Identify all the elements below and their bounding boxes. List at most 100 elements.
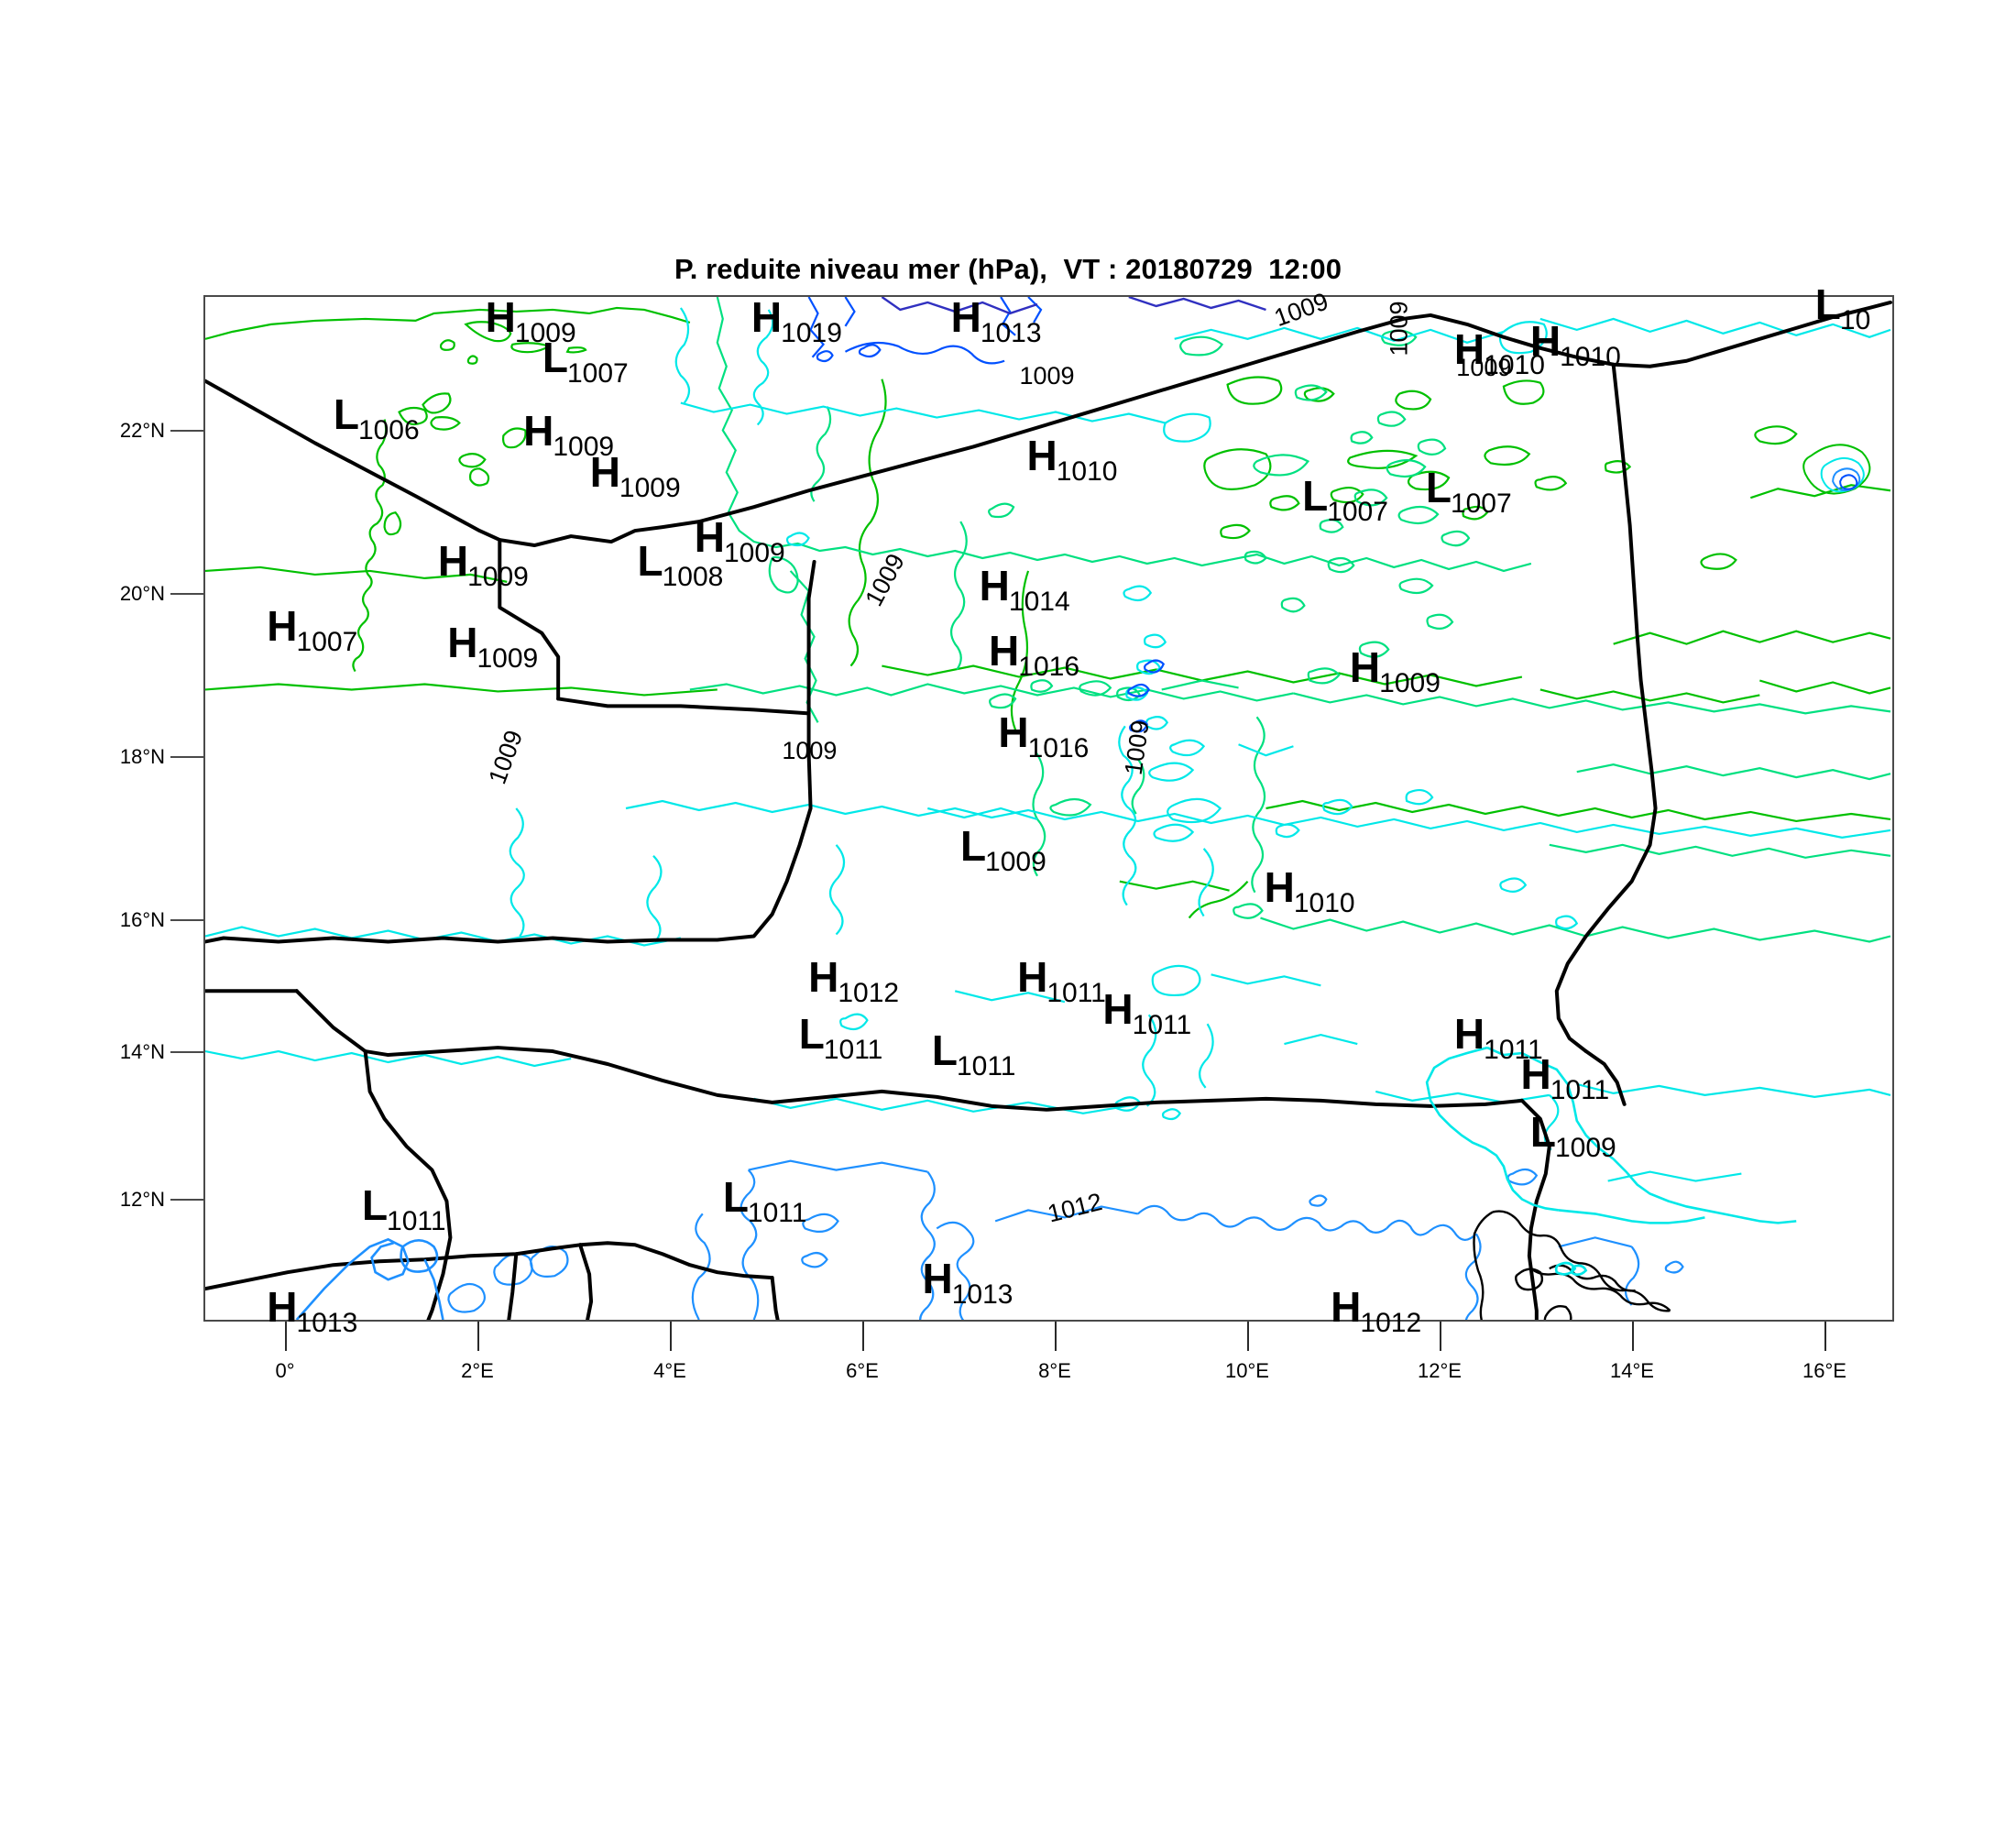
map-contours-and-borders bbox=[205, 297, 1892, 1320]
pressure-centre-value: 1007 bbox=[566, 358, 629, 390]
pressure-centre-h-1010-8: H1010 bbox=[1454, 328, 1546, 379]
pressure-centre-h-1007-17: H1007 bbox=[267, 602, 358, 656]
pressure-centre-type: H bbox=[1017, 952, 1048, 1001]
xtick-line-4E bbox=[670, 1322, 672, 1351]
pressure-centre-value: 1009 bbox=[1379, 667, 1441, 698]
pressure-centre-value: 1014 bbox=[1008, 587, 1070, 617]
xtick-line-10E bbox=[1247, 1322, 1249, 1351]
pressure-centre-h-1016-20: H1016 bbox=[998, 711, 1090, 763]
ytick-label-14N: 14°N bbox=[119, 1040, 165, 1063]
pressure-centre-h-1009-13: H1009 bbox=[695, 516, 786, 567]
country-borders bbox=[205, 300, 1892, 1320]
pressure-centre-type: H bbox=[1026, 431, 1057, 479]
pressure-centre-h-1013-3: H1013 bbox=[950, 292, 1043, 347]
xtick-label-16E: 16°E bbox=[1802, 1359, 1846, 1382]
pressure-centre-type: L bbox=[1814, 280, 1841, 329]
pressure-centre-l-1011-32: L1011 bbox=[362, 1184, 447, 1235]
pressure-centre-value: 1009 bbox=[467, 562, 529, 593]
xtick-line-12E bbox=[1440, 1322, 1441, 1351]
low-centre-rings-green bbox=[1802, 444, 1871, 495]
contour-1013-group bbox=[807, 297, 1166, 733]
pressure-centre-value: 1011 bbox=[1046, 977, 1106, 1008]
pressure-centre-h-1013-35: H1013 bbox=[267, 1282, 358, 1337]
xtick-line-16E bbox=[1824, 1322, 1826, 1351]
xtick-line-14E bbox=[1632, 1322, 1634, 1351]
pressure-centre-value: 1007 bbox=[296, 627, 358, 658]
pressure-centre-l-1008-14: L1008 bbox=[637, 537, 725, 591]
xtick-label-8E: 8°E bbox=[1038, 1359, 1071, 1382]
pressure-centre-value: 1016 bbox=[1027, 733, 1090, 763]
pressure-centre-l-1006-4: L1006 bbox=[334, 393, 421, 445]
pressure-centre-type: L bbox=[1529, 1107, 1556, 1156]
pressure-centre-l-1007-11: L1007 bbox=[1302, 472, 1389, 526]
pressure-centre-value: 1013 bbox=[296, 1307, 358, 1338]
map-plot-area[interactable] bbox=[203, 295, 1894, 1322]
pressure-centre-value: 1010 bbox=[1056, 456, 1118, 487]
pressure-centre-type: H bbox=[267, 1282, 298, 1331]
contour-1012-group bbox=[447, 1159, 1684, 1320]
pressure-centre-value: 1012 bbox=[838, 977, 900, 1008]
niger-river bbox=[295, 1237, 444, 1320]
pressure-centre-value: 1008 bbox=[662, 562, 724, 593]
pressure-centre-h-1013-34: H1013 bbox=[922, 1254, 1013, 1309]
pressure-centre-value: 1011 bbox=[1484, 1034, 1543, 1065]
pressure-centre-type: L bbox=[722, 1172, 749, 1221]
low-centre-rings-deepblue bbox=[1839, 474, 1858, 490]
xtick-line-6E bbox=[862, 1322, 864, 1351]
pressure-centre-type: H bbox=[523, 407, 554, 456]
pressure-centre-type: H bbox=[485, 292, 516, 341]
pressure-centre-type: H bbox=[1349, 642, 1381, 691]
pressure-centre-type: L bbox=[542, 334, 568, 382]
pressure-centre-type: H bbox=[437, 537, 469, 586]
pressure-centre-type: H bbox=[1529, 317, 1561, 366]
pressure-centre-type: H bbox=[267, 602, 298, 651]
pressure-centre-type: H bbox=[950, 292, 981, 341]
page-title: P. reduite niveau mer (hPa), VT : 201807… bbox=[674, 253, 1342, 285]
pressure-centre-value: 1006 bbox=[357, 415, 420, 446]
contour-1009-group bbox=[689, 297, 1891, 943]
pressure-centre-value: 1011 bbox=[1132, 1010, 1192, 1041]
pressure-centre-l-1009-31: L1009 bbox=[1529, 1107, 1617, 1162]
pressure-centre-h-1010-7: H1010 bbox=[1026, 431, 1119, 486]
pressure-centre-value: 1016 bbox=[1018, 652, 1080, 683]
xtick-label-4E: 4°E bbox=[653, 1359, 686, 1382]
pressure-centre-h-1012-24: H1012 bbox=[808, 956, 900, 1007]
pressure-centre-value: 1009 bbox=[1554, 1132, 1616, 1163]
pressure-centre-h-1019-2: H1019 bbox=[751, 296, 843, 347]
pressure-centre-h-1010-9: H1010 bbox=[1529, 317, 1622, 371]
pressure-centre-l-1007-1: L1007 bbox=[542, 334, 630, 388]
lake-chad-outline bbox=[1473, 1210, 1671, 1320]
pressure-centre-h-1009-15: H1009 bbox=[437, 537, 530, 591]
pressure-centre-value: 1010 bbox=[1560, 342, 1621, 373]
ytick-line-20N bbox=[170, 593, 203, 595]
pressure-centre-h-1009-21: H1009 bbox=[1349, 642, 1441, 697]
pressure-centre-value: 10 bbox=[1839, 305, 1871, 336]
xtick-label-2E: 2°E bbox=[461, 1359, 494, 1382]
ytick-line-16N bbox=[170, 919, 203, 921]
pressure-centre-value: 1009 bbox=[553, 432, 615, 463]
pressure-centre-l-1007-12: L1007 bbox=[1426, 466, 1513, 518]
pressure-centre-h-1009-16: H1009 bbox=[447, 621, 539, 673]
xtick-label-0: 0° bbox=[275, 1359, 295, 1382]
pressure-centre-type: H bbox=[1102, 985, 1134, 1034]
pressure-centre-value: 1011 bbox=[387, 1205, 446, 1236]
pressure-centre-type: L bbox=[1302, 472, 1329, 521]
ytick-line-18N bbox=[170, 756, 203, 758]
xtick-line-0 bbox=[285, 1322, 287, 1351]
pressure-centre-value: 1009 bbox=[477, 643, 539, 675]
pressure-centre-h-1016-19: H1016 bbox=[989, 630, 1080, 681]
contour-1019-group bbox=[881, 297, 1266, 315]
pressure-centre-value: 1007 bbox=[1327, 497, 1388, 528]
ytick-line-14N bbox=[170, 1051, 203, 1053]
pressure-centre-value: 1011 bbox=[956, 1050, 1016, 1081]
pressure-centre-type: L bbox=[637, 537, 663, 586]
contour-label-1009-3: 1009 bbox=[1456, 354, 1512, 381]
pressure-centre-value: 1009 bbox=[723, 537, 785, 568]
pressure-centre-value: 1009 bbox=[514, 317, 576, 348]
pressure-centre-h-1011-30: H1011 bbox=[1520, 1053, 1610, 1104]
pressure-centre-l-1011-27: L1011 bbox=[799, 1013, 884, 1064]
pressure-centre-h-1009-6: H1009 bbox=[590, 451, 682, 502]
ytick-label-16N: 16°N bbox=[119, 908, 165, 931]
pressure-centre-type: H bbox=[922, 1254, 953, 1302]
